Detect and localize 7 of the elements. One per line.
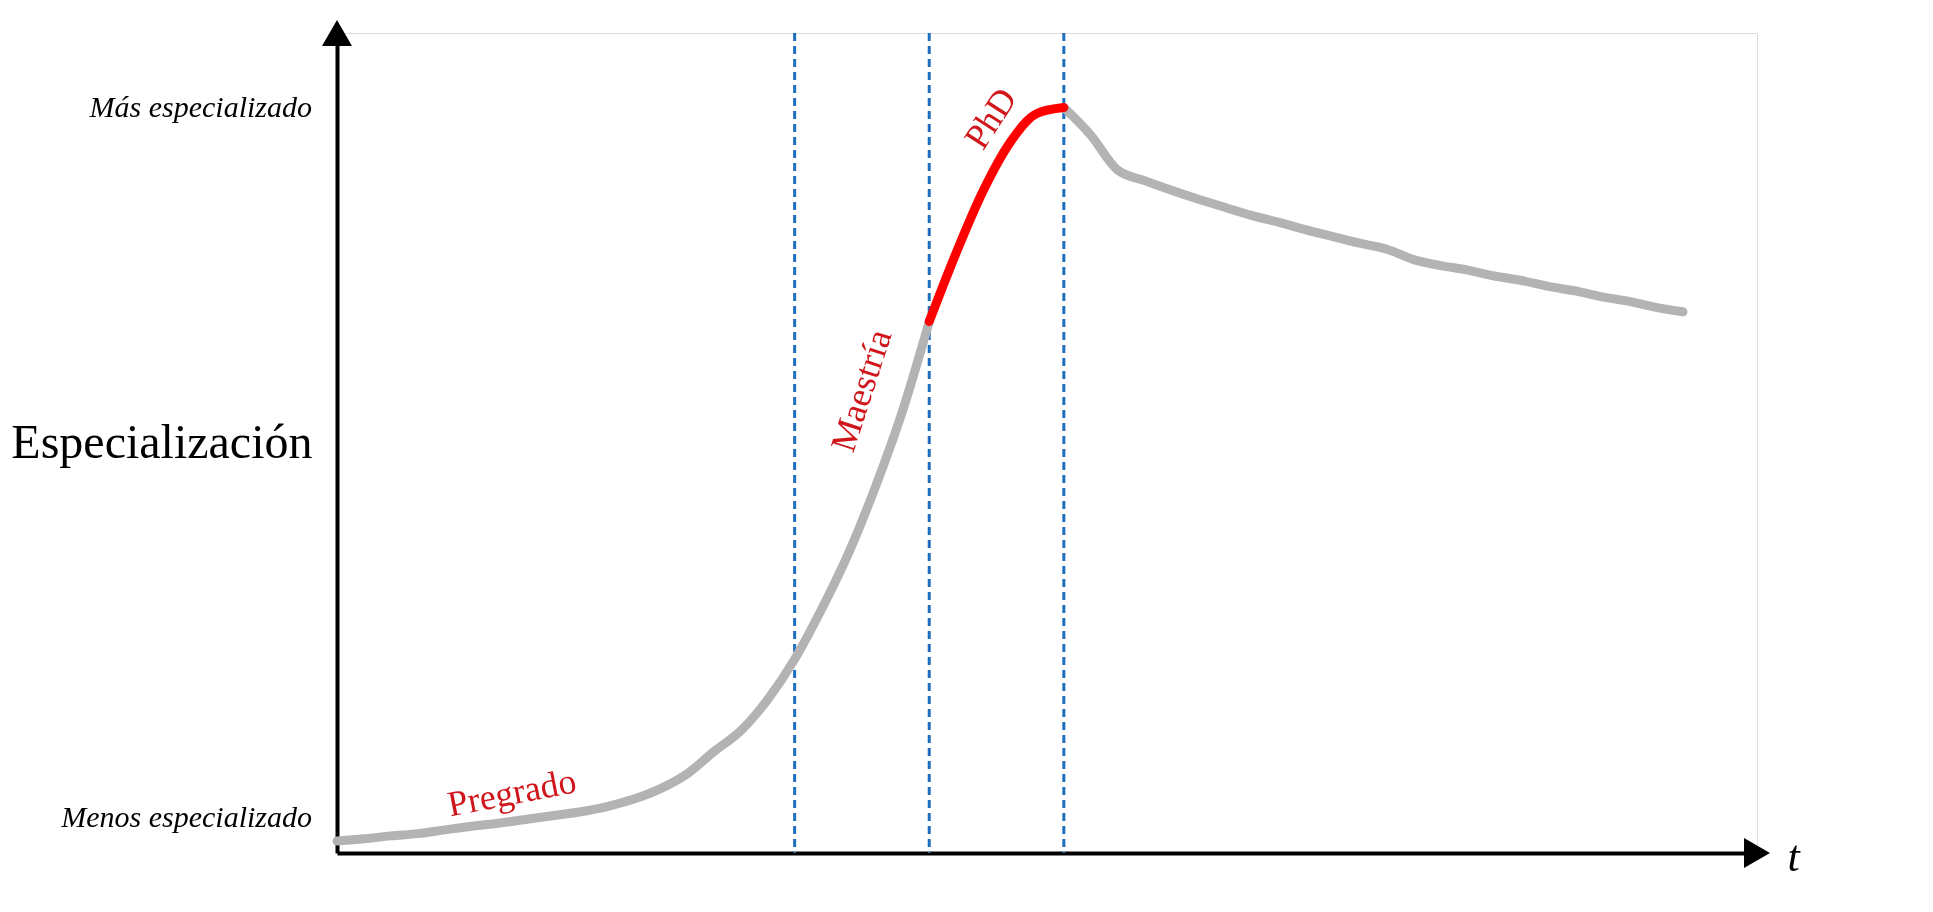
annotation: PhD xyxy=(956,80,1025,156)
annotation: Maestría xyxy=(822,324,900,457)
x-axis-title: t xyxy=(1787,831,1802,881)
text: Menos especializado xyxy=(60,799,312,833)
y-axis-title: Especialización xyxy=(11,414,313,468)
annotation: Pregrado xyxy=(444,760,580,825)
text: Más especializado xyxy=(88,89,312,123)
